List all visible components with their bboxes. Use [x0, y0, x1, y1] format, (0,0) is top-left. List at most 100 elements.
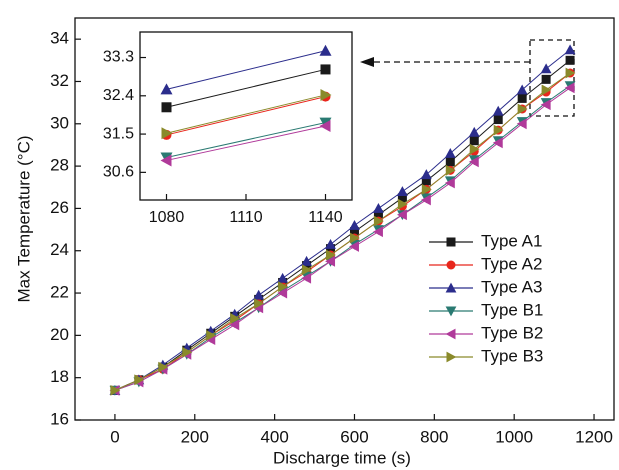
data-point — [110, 384, 121, 396]
data-point — [492, 105, 504, 116]
data-point — [301, 255, 312, 266]
series-line — [166, 125, 326, 161]
legend-label: Type A2 — [481, 254, 542, 273]
data-point — [319, 44, 332, 56]
data-point — [516, 84, 528, 95]
data-point — [396, 186, 408, 196]
x-tick-label: 800 — [420, 427, 448, 446]
data-point — [278, 281, 289, 293]
legend-marker — [446, 237, 456, 247]
y-tick-label: 18 — [50, 367, 69, 386]
data-point — [158, 361, 169, 373]
zoom-box — [529, 39, 575, 117]
data-point — [373, 203, 384, 213]
y-tick-label: 34 — [50, 29, 69, 48]
x-tick-label: 1080 — [149, 209, 185, 226]
y-tick-label: 16 — [50, 409, 69, 428]
data-point — [565, 67, 576, 79]
y-tick-label: 31.5 — [103, 125, 134, 142]
data-point — [445, 164, 456, 176]
data-point — [540, 99, 551, 111]
series-line — [166, 96, 326, 136]
y-tick-label: 30.6 — [103, 164, 134, 181]
data-point — [373, 226, 383, 238]
x-tick-label: 0 — [110, 427, 119, 446]
y-tick-label: 32.4 — [103, 87, 134, 104]
series-line — [166, 94, 326, 134]
data-point — [319, 119, 331, 132]
data-point — [320, 88, 332, 101]
series-line — [166, 68, 326, 108]
y-tick-label: 33.3 — [103, 49, 134, 66]
zoom-arrowhead — [360, 57, 374, 67]
y-tick-label: 28 — [50, 156, 69, 175]
data-point — [277, 272, 289, 283]
legend-marker — [446, 260, 456, 270]
data-point — [516, 118, 527, 130]
data-point — [541, 74, 551, 84]
data-point — [325, 255, 336, 267]
data-point — [349, 232, 360, 244]
data-point — [161, 127, 173, 140]
data-point — [134, 374, 145, 386]
legend-label: Type B2 — [481, 323, 543, 342]
data-point — [161, 102, 172, 113]
y-tick-label: 32 — [50, 71, 69, 90]
data-point — [517, 103, 528, 115]
data-point — [229, 319, 240, 331]
x-tick-label: 600 — [340, 427, 368, 446]
y-tick-label: 20 — [50, 325, 69, 344]
legend-marker — [445, 282, 457, 293]
y-tick-label: 30 — [50, 113, 69, 132]
legend-label: Type A1 — [481, 231, 542, 250]
data-point — [397, 198, 408, 210]
x-tick-label: 1140 — [308, 209, 343, 226]
data-point — [254, 298, 265, 310]
data-point — [349, 219, 360, 230]
data-point — [320, 64, 331, 75]
x-tick-label: 1110 — [229, 209, 262, 226]
data-point — [206, 329, 217, 341]
data-point — [421, 183, 432, 195]
data-point — [444, 177, 455, 189]
data-point — [230, 313, 241, 324]
data-point — [325, 238, 336, 249]
data-point — [564, 44, 576, 55]
data-point — [468, 156, 479, 168]
plot-frame — [74, 17, 615, 421]
series-line — [166, 122, 326, 158]
data-point — [468, 126, 480, 137]
data-point — [160, 83, 173, 95]
data-point — [302, 264, 312, 276]
data-point — [349, 241, 359, 252]
data-point — [469, 143, 480, 155]
data-point — [326, 249, 336, 261]
series-line — [166, 50, 326, 90]
data-point — [492, 137, 503, 149]
data-point — [493, 124, 504, 136]
y-tick-label: 26 — [50, 198, 69, 217]
y-tick-label: 22 — [50, 283, 69, 302]
data-point — [396, 209, 407, 221]
data-point — [541, 84, 552, 96]
data-point — [420, 169, 432, 180]
data-point — [540, 63, 552, 74]
data-point — [182, 346, 193, 358]
x-tick-label: 1000 — [495, 427, 533, 446]
x-tick-label: 200 — [181, 427, 209, 446]
legend-label: Type A3 — [481, 277, 542, 296]
data-point — [301, 272, 312, 284]
data-point — [444, 148, 456, 158]
x-tick-label: 1200 — [575, 427, 613, 446]
x-tick-label: 400 — [260, 427, 288, 446]
data-point — [517, 93, 527, 103]
data-point — [564, 82, 575, 94]
data-point — [277, 287, 288, 299]
data-point — [469, 136, 479, 146]
legend-marker — [445, 306, 457, 317]
data-point — [565, 55, 575, 65]
data-point — [445, 157, 455, 167]
data-point — [160, 154, 172, 167]
legend-label: Type B3 — [481, 346, 543, 365]
